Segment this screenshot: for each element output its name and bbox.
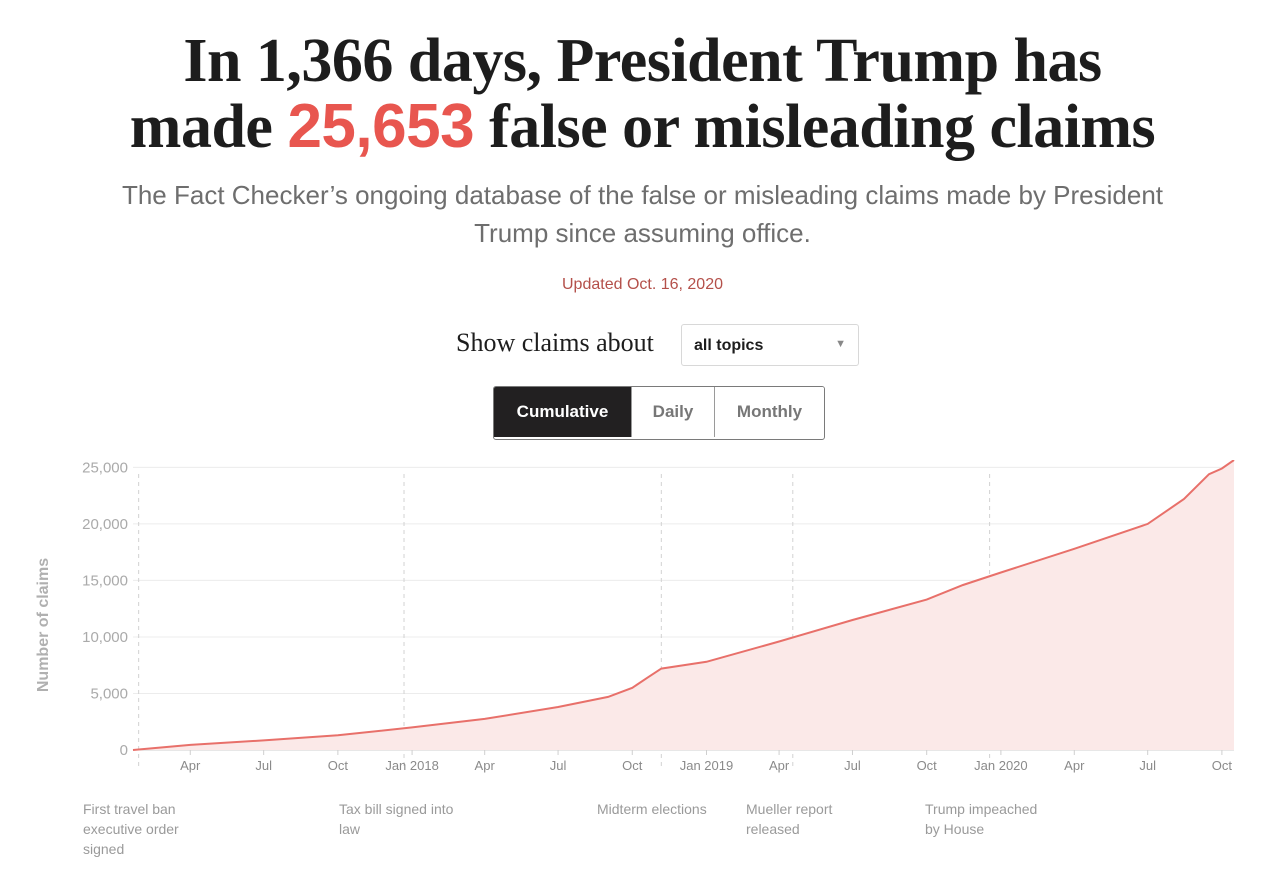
annotation-line: Midterm elections xyxy=(597,801,707,817)
x-tick-label: Oct xyxy=(917,758,938,773)
x-tick-label: Apr xyxy=(475,758,496,773)
x-tick-label: Jul xyxy=(255,758,272,773)
y-axis: 0 5,000 10,000 15,000 20,000 25,000 xyxy=(82,460,128,759)
x-tick-label: Apr xyxy=(1064,758,1085,773)
x-tick-label: Apr xyxy=(180,758,201,773)
chevron-down-icon: ▼ xyxy=(835,338,846,350)
event-annotation: Mueller report released xyxy=(746,801,832,837)
claims-count: 25,653 xyxy=(287,92,475,161)
subtitle: The Fact Checker’s ongoing database of t… xyxy=(121,180,1164,248)
daily-button[interactable]: Daily xyxy=(631,387,714,437)
annotation-line: signed xyxy=(83,841,124,857)
annotations-layer: First travel ban executive order signed Tax… xyxy=(83,801,1037,857)
headline-part1: In 1,366 days, President Trump has xyxy=(183,27,1102,95)
event-annotation: First travel ban executive order signed xyxy=(83,801,179,857)
headline-part2: made xyxy=(129,93,288,161)
topic-select[interactable]: all topics ▼ xyxy=(681,324,859,366)
event-annotation: Midterm elections xyxy=(597,801,707,817)
filter-label: Show claims about xyxy=(456,328,654,357)
x-axis: Apr Jul Oct Jan 2018 Apr Jul Oct Jan 2019 Apr Jul… xyxy=(180,750,1232,773)
x-tick-label: Jul xyxy=(550,758,567,773)
x-tick-label: Jan 2019 xyxy=(680,758,734,773)
y-tick-label: 25,000 xyxy=(82,460,128,476)
headline: In 1,366 days, President Trump has made … xyxy=(0,28,1285,160)
x-tick-label: Oct xyxy=(328,758,349,773)
topic-select-value: all topics xyxy=(694,337,764,354)
annotation-line: Tax bill signed into xyxy=(339,801,454,817)
x-tick-label: Jul xyxy=(844,758,861,773)
annotation-line: law xyxy=(339,821,361,837)
annotation-line: released xyxy=(746,821,800,837)
x-tick-label: Oct xyxy=(622,758,643,773)
claims-line xyxy=(132,460,1235,751)
event-annotation: Tax bill signed into law xyxy=(339,801,454,837)
annotation-line: executive order xyxy=(83,821,179,837)
annotation-line: Trump impeached xyxy=(925,801,1037,817)
annotation-line: First travel ban xyxy=(83,801,176,817)
y-tick-label: 5,000 xyxy=(90,685,128,702)
updated-date: Updated Oct. 16, 2020 xyxy=(562,276,723,293)
monthly-button[interactable]: Monthly xyxy=(714,387,824,437)
x-tick-label: Apr xyxy=(769,758,790,773)
x-tick-label: Oct xyxy=(1212,758,1233,773)
claims-area xyxy=(133,460,1234,750)
headline-part3: false or misleading claims xyxy=(474,93,1156,161)
topic-filter: Show claims about all topics ▼ xyxy=(0,324,1285,368)
y-tick-label: 15,000 xyxy=(82,572,128,589)
event-annotation: Trump impeached by House xyxy=(925,801,1037,837)
y-tick-label: 20,000 xyxy=(82,516,128,533)
x-tick-label: Jul xyxy=(1139,758,1156,773)
cumulative-button[interactable]: Cumulative xyxy=(494,387,631,437)
x-tick-label: Jan 2020 xyxy=(974,758,1028,773)
y-tick-label: 0 xyxy=(120,742,128,759)
cumulative-claims-chart: 0 5,000 10,000 15,000 20,000 25,000 Apr Jul Oct… xyxy=(35,460,1235,857)
annotation-line: by House xyxy=(925,821,984,837)
x-tick-label: Jan 2018 xyxy=(385,758,439,773)
view-toggle: Cumulative Daily Monthly xyxy=(493,386,825,440)
y-tick-label: 10,000 xyxy=(82,629,128,646)
y-axis-label: Number of claims xyxy=(35,558,52,692)
annotation-line: Mueller report xyxy=(746,801,832,817)
